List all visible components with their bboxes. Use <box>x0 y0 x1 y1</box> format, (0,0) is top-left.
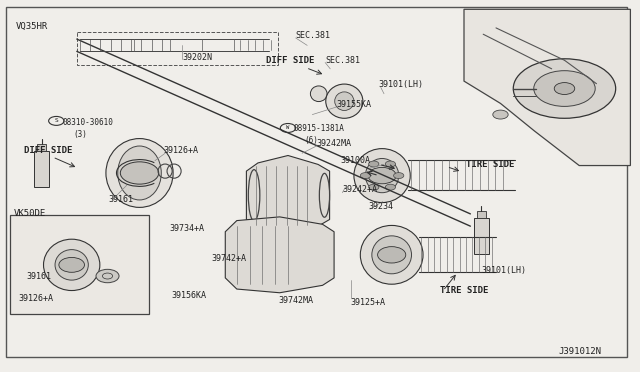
Circle shape <box>368 167 396 184</box>
Circle shape <box>360 173 371 179</box>
Circle shape <box>534 71 595 106</box>
Ellipse shape <box>310 86 327 102</box>
Text: TIRE SIDE: TIRE SIDE <box>440 286 489 295</box>
Bar <box>34 151 49 187</box>
Ellipse shape <box>44 239 100 291</box>
Circle shape <box>96 269 119 283</box>
Ellipse shape <box>372 236 412 274</box>
Text: 39242MA: 39242MA <box>317 139 352 148</box>
Text: 39742MA: 39742MA <box>278 296 314 305</box>
Circle shape <box>513 59 616 118</box>
Text: TIRE SIDE: TIRE SIDE <box>466 160 515 169</box>
Circle shape <box>378 247 406 263</box>
Text: W: W <box>286 125 290 131</box>
Circle shape <box>385 161 396 167</box>
Bar <box>10 215 149 314</box>
Polygon shape <box>225 217 334 293</box>
Text: DIFF SIDE: DIFF SIDE <box>24 146 73 155</box>
Text: 39242+A: 39242+A <box>342 185 378 194</box>
Bar <box>37 144 46 151</box>
Text: 39125+A: 39125+A <box>351 298 386 307</box>
Polygon shape <box>246 155 330 235</box>
Text: VK50DE: VK50DE <box>14 209 46 218</box>
Ellipse shape <box>326 84 363 118</box>
Text: 39156KA: 39156KA <box>172 291 207 300</box>
Circle shape <box>385 184 396 190</box>
Ellipse shape <box>106 139 173 208</box>
Text: 39100A: 39100A <box>340 156 371 165</box>
Text: 39202N: 39202N <box>182 53 212 62</box>
Ellipse shape <box>360 225 423 284</box>
Text: 39155KA: 39155KA <box>336 100 371 109</box>
Text: SEC.381: SEC.381 <box>325 56 360 65</box>
Polygon shape <box>464 9 630 166</box>
Text: 39126+A: 39126+A <box>18 294 53 303</box>
Ellipse shape <box>118 146 161 200</box>
Text: 39101(LH): 39101(LH) <box>481 266 526 275</box>
Text: J391012N: J391012N <box>558 347 601 356</box>
Text: 39101(LH): 39101(LH) <box>379 80 424 89</box>
Ellipse shape <box>354 149 410 202</box>
Text: 08915-1381A: 08915-1381A <box>293 124 344 133</box>
Text: 39742+A: 39742+A <box>211 254 246 263</box>
Text: (6): (6) <box>304 136 318 145</box>
Text: S: S <box>54 118 58 124</box>
Circle shape <box>493 110 508 119</box>
Text: 39161: 39161 <box>109 195 134 203</box>
Text: 39734+A: 39734+A <box>170 224 205 233</box>
Ellipse shape <box>335 92 354 110</box>
Text: 08310-30610: 08310-30610 <box>62 118 113 127</box>
Circle shape <box>369 161 379 167</box>
Text: (3): (3) <box>74 130 88 139</box>
Text: VQ35HR: VQ35HR <box>16 22 48 31</box>
Circle shape <box>554 83 575 94</box>
Text: 39161: 39161 <box>27 272 52 280</box>
Circle shape <box>59 257 84 272</box>
Circle shape <box>369 184 379 190</box>
Ellipse shape <box>365 158 399 193</box>
Ellipse shape <box>55 250 88 280</box>
Circle shape <box>394 173 404 179</box>
Circle shape <box>120 162 159 184</box>
Text: SEC.381: SEC.381 <box>296 31 331 40</box>
Text: 39234: 39234 <box>368 202 393 211</box>
Bar <box>477 211 486 218</box>
Text: 39126+A: 39126+A <box>163 146 198 155</box>
Text: DIFF SIDE: DIFF SIDE <box>266 56 314 65</box>
Bar <box>474 218 489 254</box>
